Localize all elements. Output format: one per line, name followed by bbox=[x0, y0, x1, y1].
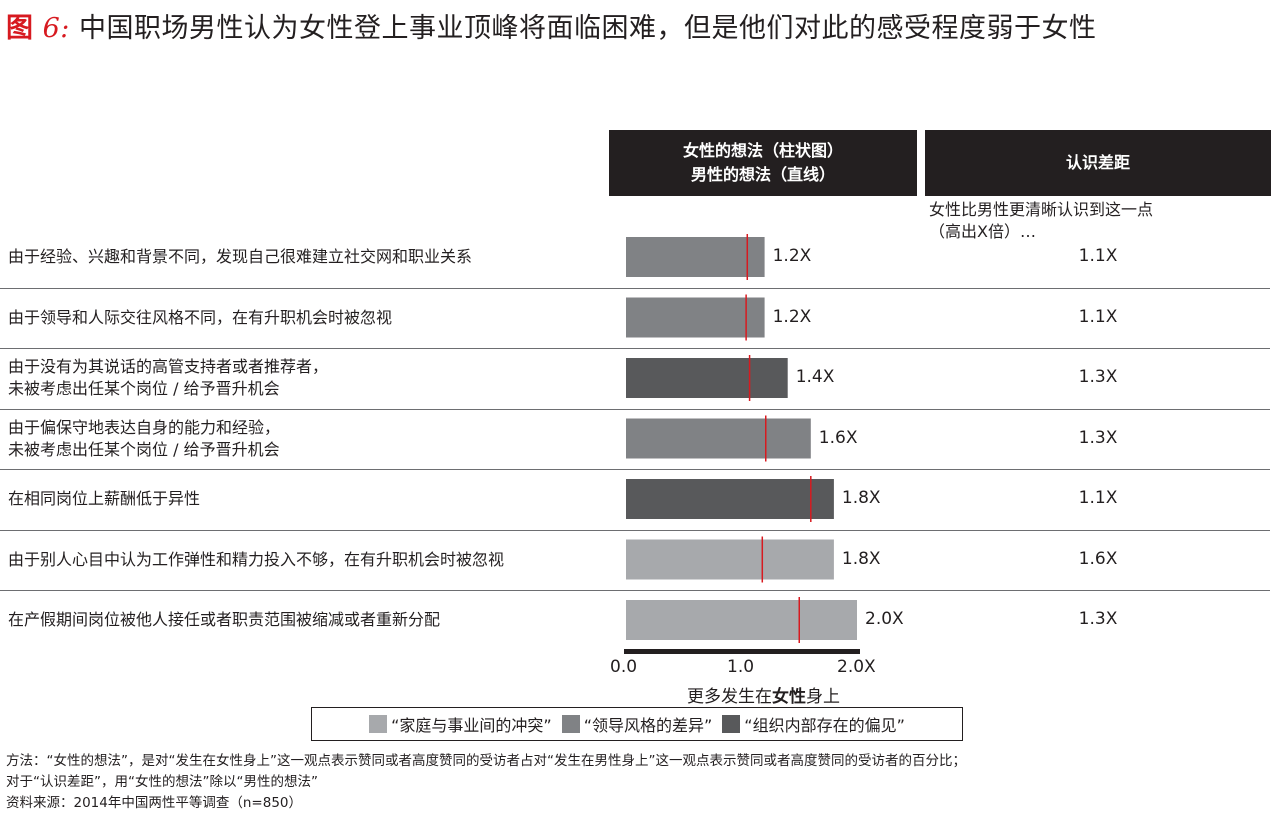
legend: “家庭与事业间的冲突” “领导风格的差异” “组织内部存在的偏见” bbox=[311, 707, 963, 741]
row-label: 由于领导和人际交往风格不同，在有升职机会时被忽视 bbox=[8, 307, 393, 327]
x-tick-1: 1.0 bbox=[727, 657, 755, 677]
women-bar bbox=[626, 297, 765, 338]
x-axis-label-bold: 女性 bbox=[772, 687, 806, 707]
row-label: 在产假期间岗位被他人接任或者职责范围被缩减或者重新分配 bbox=[8, 610, 441, 629]
bar-value-label: 1.2X bbox=[772, 306, 812, 327]
gap-value: 1.1X bbox=[1078, 306, 1118, 327]
x-tick-2: 2.0X bbox=[837, 657, 876, 677]
row-separator bbox=[0, 409, 1270, 410]
chart-title: 图 6: 中国职场男性认为女性登上事业顶峰将面临困难，但是他们对此的感受程度弱于… bbox=[6, 6, 1096, 45]
bar-value-label: 1.4X bbox=[795, 367, 835, 387]
women-bar bbox=[626, 479, 834, 519]
figure-number: 6: bbox=[42, 13, 70, 44]
method-note-line1: 方法：“女性的想法”，是对“发生在女性身上”这一观点表示赞同或者高度赞同的受访者… bbox=[6, 753, 966, 769]
legend-item-family: “家庭与事业间的冲突” bbox=[369, 712, 552, 736]
gap-header: 认识差距 bbox=[925, 130, 1271, 196]
row-separator bbox=[0, 288, 1270, 289]
legend-item-leadership: “领导风格的差异” bbox=[561, 712, 713, 736]
x-axis-label-prefix: 更多发生在 bbox=[687, 687, 772, 707]
row-separator bbox=[0, 590, 1270, 591]
row-separator bbox=[0, 348, 1270, 349]
row-label: 由于偏保守地表达自身的能力和经验， bbox=[8, 417, 281, 437]
women-bar bbox=[626, 358, 788, 398]
bars-header-line1: 女性的想法（柱状图） bbox=[682, 141, 843, 160]
title-text: 中国职场男性认为女性登上事业顶峰将面临困难，但是他们对此的感受程度弱于女性 bbox=[78, 13, 1097, 44]
method-note-line2: 对于“认识差距”，用“女性的想法”除以“男性的想法” bbox=[6, 774, 318, 790]
x-tick-0: 0.0 bbox=[610, 657, 638, 677]
bar-value-label: 1.8X bbox=[841, 548, 881, 569]
row-label: 未被考虑出任某个岗位 / 给予晋升机会 bbox=[8, 379, 280, 398]
gap-subtitle-line1: 女性比男性更清晰认识到这一点 bbox=[929, 200, 1154, 219]
row-label: 由于经验、兴趣和背景不同，发现自己很难建立社交网和职业关系 bbox=[8, 247, 473, 266]
legend-swatch-bias bbox=[722, 715, 741, 733]
row-label: 在相同岗位上薪酬低于异性 bbox=[8, 489, 201, 508]
row-label: 由于没有为其说话的高管支持者或者推荐者， bbox=[8, 357, 329, 376]
bar-value-label: 2.0X bbox=[865, 609, 904, 629]
row-label: 由于别人心目中认为工作弹性和精力投入不够，在有升职机会时被忽视 bbox=[8, 549, 505, 569]
women-bar bbox=[626, 539, 834, 580]
legend-item-bias: “组织内部存在的偏见” bbox=[722, 712, 905, 736]
gap-value: 1.3X bbox=[1078, 367, 1118, 387]
x-axis-label-suffix: 身上 bbox=[806, 687, 840, 707]
gap-value: 1.3X bbox=[1078, 427, 1118, 448]
row-separator bbox=[0, 469, 1270, 470]
row-separator bbox=[0, 530, 1270, 531]
gap-value: 1.6X bbox=[1078, 548, 1118, 569]
bars-header: 女性的想法（柱状图） 男性的想法（直线） bbox=[609, 130, 917, 196]
gap-value: 1.1X bbox=[1078, 246, 1118, 266]
women-bar bbox=[626, 418, 811, 459]
source-note: 资料来源：2014年中国两性平等调查（n=850） bbox=[6, 795, 302, 811]
legend-label-bias: “组织内部存在的偏见” bbox=[744, 716, 905, 735]
legend-swatch-family bbox=[369, 715, 388, 733]
gap-header-label: 认识差距 bbox=[1065, 153, 1130, 172]
women-bar bbox=[626, 237, 765, 277]
gap-value: 1.1X bbox=[1078, 488, 1118, 508]
bars-header-line2: 男性的想法（直线） bbox=[690, 165, 835, 184]
gap-subtitle-line2: （高出X倍）… bbox=[929, 222, 1036, 241]
legend-label-family: “家庭与事业间的冲突” bbox=[391, 716, 552, 735]
bar-value-label: 1.8X bbox=[841, 488, 881, 508]
figure-label: 图 bbox=[6, 13, 34, 44]
bar-value-label: 1.6X bbox=[818, 427, 858, 448]
legend-label-leadership: “领导风格的差异” bbox=[583, 716, 713, 735]
women-bar bbox=[626, 600, 857, 640]
legend-swatch-leadership bbox=[561, 715, 580, 733]
x-axis-line bbox=[624, 649, 860, 654]
gap-value: 1.3X bbox=[1078, 609, 1118, 629]
x-axis-label: 更多发生在女性身上 bbox=[687, 682, 840, 707]
bar-value-label: 1.2X bbox=[772, 246, 812, 266]
row-label: 未被考虑出任某个岗位 / 给予晋升机会 bbox=[8, 439, 280, 459]
